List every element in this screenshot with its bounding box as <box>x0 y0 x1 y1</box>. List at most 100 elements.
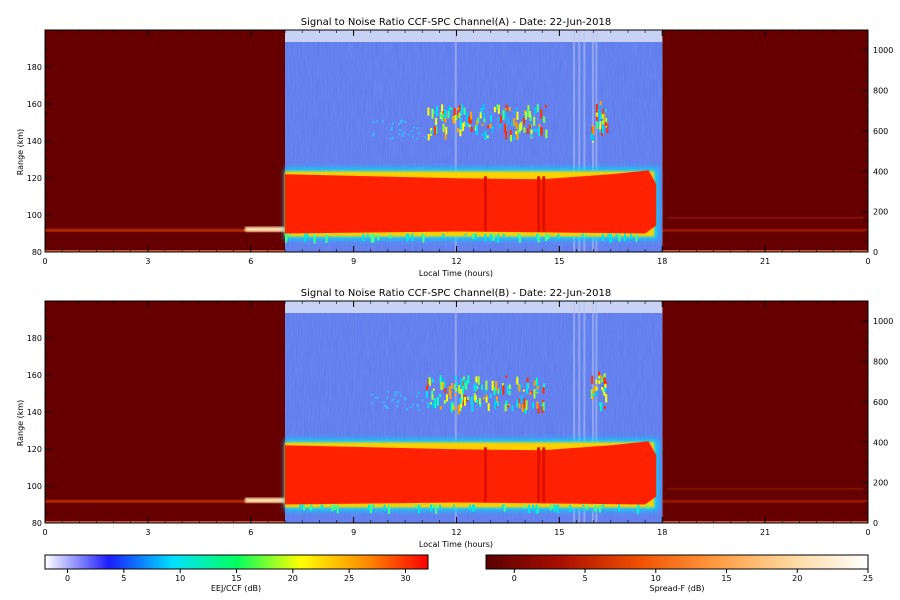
scattered-echo <box>542 387 545 394</box>
faint-scattered-echo <box>382 401 385 404</box>
scattered-echo <box>441 104 444 114</box>
scattered-echo <box>455 115 458 120</box>
scattered-echo <box>459 122 462 132</box>
scattered-echo <box>509 384 511 389</box>
scattered-echo <box>504 123 507 134</box>
scattered-echo <box>522 389 525 392</box>
colorbar-tick-label: 0 <box>512 574 517 583</box>
x-tick-label: 21 <box>760 528 770 537</box>
faint-scattered-echo <box>418 408 421 411</box>
y-tick-label: 100 <box>27 211 42 220</box>
panel-b-axes: 0 3 6 9 12 15 18 21 0801001201401601800200400600… <box>27 300 893 537</box>
scattered-echo <box>593 385 596 393</box>
y2-tick-label: 1000 <box>873 317 893 326</box>
echo-bottom-fringe <box>537 233 540 243</box>
isolated-echo-cluster <box>599 114 602 119</box>
faint-scattered-echo <box>417 391 420 394</box>
scattered-echo <box>479 112 482 119</box>
y-tick-label: 80 <box>32 519 42 528</box>
x-tick-label: 18 <box>657 528 667 537</box>
scattered-echo <box>444 132 447 140</box>
faint-scattered-echo <box>415 395 418 398</box>
scattered-echo <box>463 107 466 115</box>
x-tick-label: 0 <box>865 528 870 537</box>
echo-bottom-fringe <box>637 504 640 514</box>
faint-scattered-echo <box>415 137 418 140</box>
echo-bottom-fringe <box>321 504 324 509</box>
echo-bottom-fringe <box>430 504 432 512</box>
y-tick-label: 100 <box>27 482 42 491</box>
day-vertical-streak <box>595 30 598 252</box>
scattered-echo <box>535 377 538 386</box>
faint-scattered-echo <box>386 396 388 399</box>
night-region-morning <box>45 30 286 252</box>
x-tick-label: 0 <box>865 257 870 266</box>
scattered-echo <box>467 396 470 400</box>
y-tick-label: 120 <box>27 445 42 454</box>
faint-scattered-echo <box>407 133 410 136</box>
panel-a-axes: 0 3 6 9 12 15 18 21 0801001201401601800200400600… <box>27 29 893 266</box>
scattered-echo <box>460 389 463 395</box>
scattered-echo <box>510 135 512 142</box>
y2-tick-label: 600 <box>873 398 888 407</box>
faint-scattered-echo <box>374 396 377 399</box>
faint-scattered-echo <box>398 133 401 136</box>
scattered-echo <box>517 398 520 404</box>
scattered-echo <box>456 381 458 386</box>
echo-bottom-fringe <box>285 233 288 241</box>
scattered-echo <box>447 111 450 119</box>
scattered-echo <box>453 406 456 411</box>
echo-bottom-fringe <box>545 233 547 242</box>
y2-tick-label: 600 <box>873 127 888 136</box>
night-echo-bright <box>245 497 286 503</box>
scattered-echo <box>515 121 518 130</box>
colorbar-tick-label: 10 <box>175 574 185 583</box>
faint-scattered-echo <box>372 134 375 137</box>
scattered-echo <box>502 110 505 121</box>
scattered-echo <box>431 378 434 383</box>
day-vertical-streak <box>578 301 581 523</box>
faint-scattered-echo <box>391 399 394 402</box>
scattered-echo <box>526 128 529 135</box>
echo-bottom-fringe <box>333 504 336 511</box>
echo-bottom-fringe <box>435 504 438 514</box>
x-tick-label: 9 <box>351 257 356 266</box>
y-tick-label: 120 <box>27 174 42 183</box>
echo-bottom-fringe <box>536 233 539 240</box>
scattered-echo <box>466 122 469 127</box>
echo-bottom-fringe <box>602 504 605 508</box>
scattered-echo <box>504 403 507 412</box>
scattered-echo <box>538 126 540 136</box>
scattered-echo <box>444 109 447 119</box>
scattered-echo <box>509 130 512 138</box>
echo-bottom-fringe <box>418 504 421 514</box>
echo-bottom-fringe <box>303 504 306 511</box>
x-tick-label: 6 <box>248 528 253 537</box>
isolated-echo-cluster <box>600 375 603 380</box>
scattered-echo <box>461 104 464 112</box>
scattered-echo <box>482 397 485 400</box>
y2-tick-label: 200 <box>873 208 888 217</box>
scattered-echo <box>427 402 430 409</box>
night-region-morning <box>45 301 286 523</box>
scattered-echo <box>545 129 548 139</box>
faint-scattered-echo <box>397 400 400 403</box>
scattered-echo <box>523 117 525 125</box>
scattered-echo <box>501 383 504 387</box>
scattered-echo <box>600 402 603 412</box>
scattered-echo <box>506 117 509 125</box>
echo-bottom-fringe <box>556 504 559 509</box>
x-tick-label: 0 <box>42 528 47 537</box>
scattered-echo <box>427 107 430 116</box>
scattered-echo <box>453 107 456 118</box>
scattered-echo <box>540 126 543 136</box>
echo-bottom-fringe <box>503 504 506 512</box>
x-tick-label: 0 <box>42 257 47 266</box>
scattered-echo <box>529 391 532 395</box>
day-vertical-streak <box>583 30 586 252</box>
scattered-echo <box>442 378 445 386</box>
scattered-echo <box>489 123 492 129</box>
scattered-echo <box>464 383 467 390</box>
scattered-echo <box>457 405 460 415</box>
scattered-echo <box>451 403 454 411</box>
